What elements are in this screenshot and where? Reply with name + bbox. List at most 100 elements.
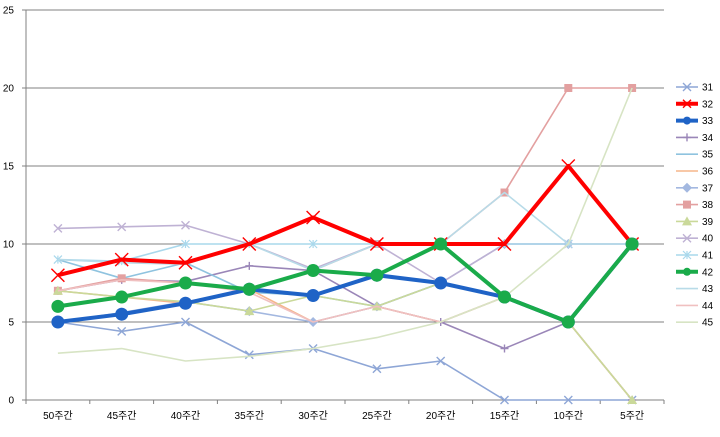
data-point	[683, 267, 691, 276]
series-line	[57, 282, 633, 401]
legend-item-39: 39	[676, 216, 714, 228]
data-point	[50, 268, 65, 283]
data-point	[115, 307, 129, 321]
legend: 31 32 33 34 35 36 37 38 39 40 41 42 43 44 45	[676, 83, 714, 329]
data-point	[625, 237, 639, 251]
data-point	[500, 344, 509, 353]
data-point	[682, 182, 692, 193]
data-point	[682, 233, 692, 243]
series-39	[52, 278, 638, 404]
x-tick-label: 15주간	[490, 410, 520, 422]
series-31	[53, 317, 637, 405]
data-point	[306, 288, 320, 302]
data-point	[242, 237, 257, 251]
legend-item-35: 35	[676, 150, 714, 161]
series-line	[57, 242, 634, 324]
data-point	[683, 133, 691, 142]
data-point	[498, 290, 511, 304]
series-34	[53, 261, 637, 404]
data-point	[306, 264, 320, 278]
legend-label: 45	[702, 318, 714, 329]
data-point	[306, 210, 321, 225]
y-tick-label: 0	[8, 396, 14, 407]
data-point	[179, 276, 192, 290]
legend-item-36: 36	[676, 167, 714, 178]
data-point	[181, 317, 190, 327]
legend-label: 42	[702, 267, 714, 278]
data-point	[683, 200, 691, 209]
data-point	[117, 326, 127, 336]
series-line	[57, 164, 634, 278]
y-tick-label: 10	[3, 240, 15, 251]
x-tick-label: 25주간	[362, 410, 392, 422]
data-point	[434, 276, 448, 290]
legend-label: 44	[702, 301, 714, 312]
data-point	[561, 159, 576, 173]
legend-label: 32	[702, 99, 714, 110]
data-point	[436, 356, 446, 366]
legend-item-33: 33	[676, 116, 714, 127]
legend-label: 39	[702, 217, 714, 228]
legend-item-40: 40	[676, 234, 714, 245]
y-tick-label: 15	[3, 162, 15, 173]
data-point	[370, 268, 384, 282]
data-point	[682, 250, 692, 260]
data-point	[117, 222, 127, 232]
legend-item-31: 31	[676, 83, 714, 94]
data-point	[497, 237, 512, 251]
legend-item-32: 32	[676, 99, 714, 110]
series-45	[57, 87, 633, 362]
series-line	[57, 321, 633, 401]
data-point	[434, 237, 448, 251]
data-point	[114, 252, 129, 267]
x-tick-label: 50주간	[43, 410, 73, 422]
data-point	[682, 99, 692, 109]
x-tick-label: 45주간	[107, 410, 137, 422]
legend-item-38: 38	[676, 200, 714, 211]
series-42	[51, 237, 639, 329]
data-point	[500, 395, 509, 405]
data-point	[117, 274, 126, 283]
data-point	[179, 296, 192, 310]
data-point	[682, 216, 692, 226]
legend-label: 34	[702, 133, 714, 144]
y-tick-label: 25	[3, 6, 15, 17]
legend-label: 35	[702, 150, 714, 161]
legend-item-42: 42	[676, 267, 714, 278]
legend-item-41: 41	[676, 251, 714, 262]
data-point	[181, 239, 190, 249]
legend-item-45: 45	[676, 318, 714, 329]
data-point	[51, 315, 65, 329]
legend-label: 37	[702, 183, 714, 194]
data-point	[181, 220, 190, 230]
legend-item-43: 43	[676, 284, 714, 295]
legend-item-44: 44	[676, 301, 714, 312]
legend-label: 41	[702, 251, 714, 262]
series-line	[57, 191, 633, 272]
x-tick-label: 30주간	[298, 410, 328, 422]
data-point	[245, 261, 254, 270]
data-point	[242, 282, 256, 296]
data-point	[308, 239, 318, 249]
axes: 0 5 10 15 20 25 50주간 45주간 40주간 35주간 30주간 25주간 20주간 15…	[3, 6, 665, 422]
legend-label: 36	[702, 167, 714, 178]
data-point	[115, 290, 129, 304]
x-tick-label: 35주간	[235, 410, 265, 422]
data-point	[51, 299, 65, 313]
x-tick-label: 20주간	[426, 410, 456, 422]
legend-item-37: 37	[676, 182, 714, 194]
y-tick-label: 20	[3, 84, 15, 95]
series-43	[57, 191, 633, 272]
x-tick-label: 10주간	[554, 410, 584, 422]
data-point	[244, 306, 255, 316]
legend-label: 43	[702, 284, 714, 295]
y-tick-label: 5	[8, 318, 14, 329]
data-point	[244, 350, 254, 360]
data-point	[563, 395, 573, 405]
legend-label: 38	[702, 200, 714, 211]
legend-item-34: 34	[676, 133, 714, 144]
data-point	[683, 116, 691, 125]
legend-label: 33	[702, 116, 714, 127]
